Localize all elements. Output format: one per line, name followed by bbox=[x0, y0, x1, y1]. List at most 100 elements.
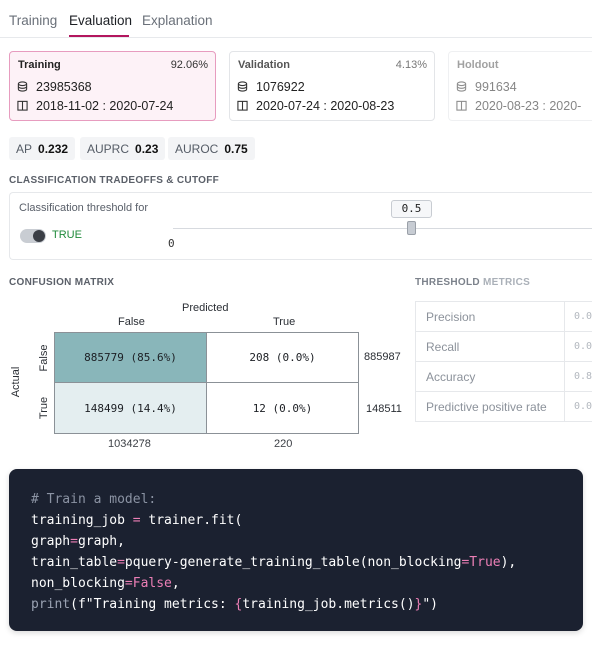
metric-ap: AP 0.232 bbox=[9, 137, 76, 160]
code-token: } bbox=[414, 597, 423, 612]
code-token: = bbox=[117, 555, 125, 570]
metric-label: AP bbox=[16, 142, 33, 156]
tab-training[interactable]: Training bbox=[9, 13, 58, 28]
row-label-false: False bbox=[38, 344, 50, 372]
metric-value: 0.0 bbox=[564, 392, 592, 421]
actual-axis-label: Actual bbox=[10, 366, 22, 398]
split-rows: 23985368 bbox=[17, 80, 92, 94]
threshold-slider-track[interactable] bbox=[173, 228, 592, 229]
threshold-metrics-title: THRESHOLD METRICS bbox=[415, 277, 530, 288]
code-token: , bbox=[171, 576, 180, 591]
code-comment: # Train a model: bbox=[31, 492, 157, 507]
code-token: ( bbox=[70, 597, 78, 612]
code-line-5: print(f"Training metrics: {training_job.… bbox=[31, 597, 438, 612]
table-row: Predictive positive rate 0.0 bbox=[416, 392, 592, 422]
split-row-count: 991634 bbox=[475, 80, 517, 94]
calendar-icon bbox=[456, 100, 467, 111]
code-token: ") bbox=[422, 597, 439, 612]
metric-label: AUROC bbox=[175, 142, 219, 156]
metric-value: 0.8 bbox=[564, 362, 592, 391]
row-label-true: True bbox=[38, 396, 50, 420]
tab-explanation[interactable]: Explanation bbox=[142, 13, 213, 28]
table-row: Precision 0.0 bbox=[416, 302, 592, 332]
threshold-label: Classification threshold for bbox=[19, 202, 149, 214]
col-label-true: True bbox=[273, 316, 296, 328]
col-label-false: False bbox=[118, 316, 145, 328]
threshold-title-a: THRESHOLD bbox=[415, 277, 480, 288]
class-toggle[interactable] bbox=[20, 229, 46, 243]
slider-min-label: 0 bbox=[168, 237, 175, 250]
row-total-false: 885987 bbox=[364, 351, 401, 363]
cm-cell-fp: 208 (0.0%) bbox=[207, 333, 358, 383]
tab-evaluation[interactable]: Evaluation bbox=[69, 13, 133, 28]
split-rows: 1076922 bbox=[237, 80, 305, 94]
code-token: False bbox=[132, 576, 172, 591]
code-token: graph, bbox=[77, 534, 125, 549]
code-token: { bbox=[234, 597, 243, 612]
code-token: True bbox=[469, 555, 501, 570]
metric-auroc: AUROC 0.75 bbox=[168, 137, 255, 160]
threshold-slider-handle[interactable] bbox=[407, 221, 416, 235]
split-title: Training bbox=[18, 59, 61, 71]
split-percent: 92.06% bbox=[170, 59, 208, 71]
tab-bar: Training Evaluation Explanation bbox=[0, 0, 592, 38]
metric-auprc: AUPRC 0.23 bbox=[80, 137, 166, 160]
cm-cell-fn: 148499 (14.4%) bbox=[55, 383, 207, 433]
code-token: = bbox=[132, 513, 141, 528]
metric-name: Accuracy bbox=[426, 370, 476, 384]
split-card-validation[interactable]: Validation 4.13% 1076922 2020-07-24 : 20… bbox=[229, 51, 435, 121]
code-token: non_blocking bbox=[31, 576, 125, 591]
code-line-2: graph=graph, bbox=[31, 534, 125, 549]
split-date-range: 2020-07-24 : 2020-08-23 bbox=[256, 99, 395, 113]
metric-value: 0.75 bbox=[224, 142, 248, 156]
active-tab-indicator bbox=[69, 35, 129, 37]
code-line-4: non_blocking=False, bbox=[31, 576, 180, 591]
code-token: = bbox=[124, 576, 133, 591]
code-token: print bbox=[31, 597, 71, 612]
threshold-value-input[interactable]: 0.5 bbox=[391, 200, 432, 218]
table-row: Recall 0.0 bbox=[416, 332, 592, 362]
split-row-count: 1076922 bbox=[256, 80, 305, 94]
code-token: f"Training metrics: bbox=[77, 597, 235, 612]
code-token: training_job bbox=[31, 513, 133, 528]
table-row: Accuracy 0.8 bbox=[416, 362, 592, 392]
calendar-icon bbox=[237, 100, 248, 111]
split-card-training[interactable]: Training 92.06% 23985368 2018-11-02 : 20… bbox=[9, 51, 216, 121]
metric-name: Predictive positive rate bbox=[426, 400, 547, 414]
split-date-range: 2020-08-23 : 2020- bbox=[475, 99, 582, 113]
code-token: = bbox=[461, 555, 470, 570]
calendar-icon bbox=[17, 100, 28, 111]
metric-value: 0.232 bbox=[38, 142, 69, 156]
split-row-count: 23985368 bbox=[36, 80, 92, 94]
code-line-1: training_job = trainer.fit( bbox=[31, 513, 242, 528]
split-dates: 2020-08-23 : 2020- bbox=[456, 99, 581, 113]
split-percent: 4.13% bbox=[395, 59, 427, 71]
split-title: Holdout bbox=[457, 59, 499, 71]
tab-divider bbox=[0, 37, 592, 38]
code-token: training_job.metrics() bbox=[242, 597, 415, 612]
database-icon bbox=[456, 81, 467, 92]
metric-value: 0.23 bbox=[135, 142, 159, 156]
tradeoffs-title: CLASSIFICATION TRADEOFFS & CUTOFF bbox=[9, 175, 220, 186]
predicted-axis-label: Predicted bbox=[182, 302, 229, 314]
code-snippet: # Train a model: training_job = trainer.… bbox=[9, 469, 583, 631]
split-dates: 2020-07-24 : 2020-08-23 bbox=[237, 99, 394, 113]
code-line-3: train_table=pquery-generate_training_tab… bbox=[31, 555, 516, 570]
split-date-range: 2018-11-02 : 2020-07-24 bbox=[36, 99, 174, 113]
threshold-title-b: METRICS bbox=[483, 277, 531, 288]
metric-value: 0.0 bbox=[564, 332, 592, 361]
code-token: ), bbox=[500, 555, 517, 570]
metric-name: Recall bbox=[426, 340, 460, 354]
code-token: train_table bbox=[31, 555, 118, 570]
toggle-knob bbox=[33, 230, 45, 242]
code-token: graph bbox=[31, 534, 71, 549]
metric-value: 0.0 bbox=[564, 302, 592, 331]
database-icon bbox=[17, 81, 28, 92]
split-dates: 2018-11-02 : 2020-07-24 bbox=[17, 99, 173, 113]
code-token: pquery-generate_training_table(non_block… bbox=[124, 555, 462, 570]
split-card-holdout[interactable]: Holdout 991634 2020-08-23 : 2020- bbox=[448, 51, 592, 121]
metric-label: AUPRC bbox=[87, 142, 130, 156]
tradeoffs-panel: Classification threshold for TRUE 0.5 0 bbox=[9, 192, 592, 260]
toggle-label: TRUE bbox=[52, 229, 82, 241]
database-icon bbox=[237, 81, 248, 92]
